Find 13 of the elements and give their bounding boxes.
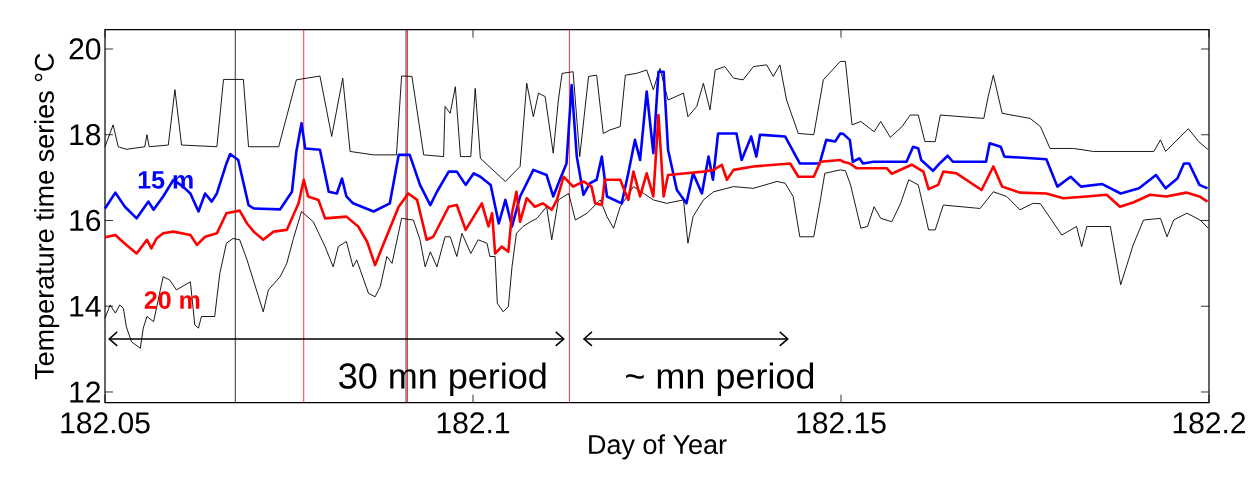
y-tick-label: 20 <box>69 38 101 60</box>
x-tick-label: 182.1 <box>437 412 510 434</box>
x-tick-label: 182.2 <box>1173 412 1246 434</box>
x-axis-title: Day of Year <box>589 434 727 460</box>
y-axis-title: Temperature time series °C <box>34 53 60 380</box>
y-tick-label: 14 <box>70 295 101 317</box>
annotation: ~ mn period <box>626 362 814 396</box>
line-series <box>103 70 1209 228</box>
y-tick-label: 12 <box>70 381 100 403</box>
x-tick-label: 182.05 <box>61 412 150 434</box>
x-tick-label: 182.15 <box>797 412 886 434</box>
y-tick-label: 18 <box>70 124 101 146</box>
y-tick-label: 16 <box>70 209 101 232</box>
